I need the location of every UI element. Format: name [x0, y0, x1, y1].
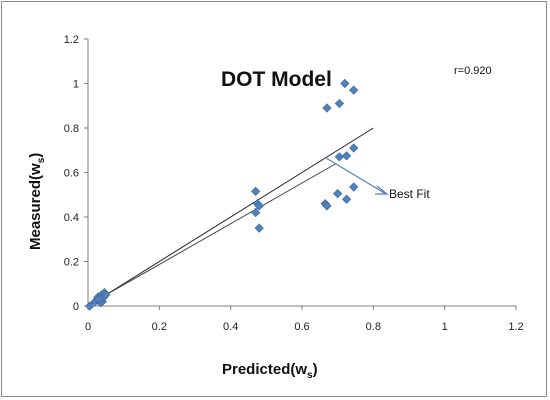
data-point [254, 223, 264, 233]
best-fit-pointer-arrowhead [375, 185, 389, 195]
best-fit-lines [87, 127, 374, 307]
data-point [341, 151, 352, 161]
data-point [322, 201, 332, 211]
y-tick-label: 0.2 [64, 257, 79, 269]
y-tick-label: 1.2 [64, 34, 79, 46]
data-point [334, 152, 345, 162]
data-point [340, 78, 350, 89]
data-point [322, 103, 332, 113]
x-tick-label: 0.4 [223, 321, 238, 333]
y-axis-title-subscript: s [36, 157, 47, 163]
data-point [85, 301, 95, 311]
y-tick-label: 1 [73, 79, 79, 91]
y-axis-title: Measured(ws) [27, 153, 47, 250]
data-point [341, 194, 352, 204]
data-point [333, 189, 343, 199]
best-fit-line [87, 127, 374, 307]
data-point [94, 294, 104, 304]
x-tick-label: 0.6 [294, 321, 309, 333]
x-tick-label: 1 [442, 321, 448, 333]
best-fit-pointer [325, 157, 387, 195]
data-point [101, 290, 111, 300]
data-point [349, 143, 359, 153]
data-point [349, 85, 359, 95]
data-point [349, 182, 359, 192]
x-tick-label: 0.8 [366, 321, 381, 333]
data-points [85, 78, 359, 311]
data-point [251, 186, 261, 197]
x-axis-title-main: Predicted(w [222, 361, 307, 378]
data-point [334, 98, 345, 109]
data-point [254, 201, 264, 211]
y-tick-label: 0.4 [64, 212, 79, 224]
axes [84, 38, 517, 310]
chart-title: DOT Model [221, 68, 332, 91]
x-axis-title-subscript: s [307, 370, 313, 381]
correlation-annotation: r=0.920 [454, 65, 492, 77]
y-tick-label: 0 [73, 301, 79, 313]
identity-line [89, 163, 336, 305]
x-axis-title: Predicted(ws) [222, 361, 318, 381]
y-axis-title-main: Measured(w [27, 163, 44, 250]
data-point [251, 207, 261, 218]
x-tick-label: 0.2 [152, 321, 167, 333]
best-fit-label: Best Fit [389, 187, 430, 201]
y-axis-title-close: ) [27, 153, 44, 158]
y-tick-label: 0.8 [64, 123, 79, 135]
x-axis-title-close: ) [313, 361, 318, 378]
x-tick-label: 0 [85, 321, 91, 333]
tick-labels: 0 0.2 0.4 0.6 0.8 1 1.2 0 0.2 0.4 0.6 0.8 1 1.2 [64, 34, 524, 333]
x-tick-label: 1.2 [508, 321, 523, 333]
y-tick-label: 0.6 [64, 168, 79, 180]
